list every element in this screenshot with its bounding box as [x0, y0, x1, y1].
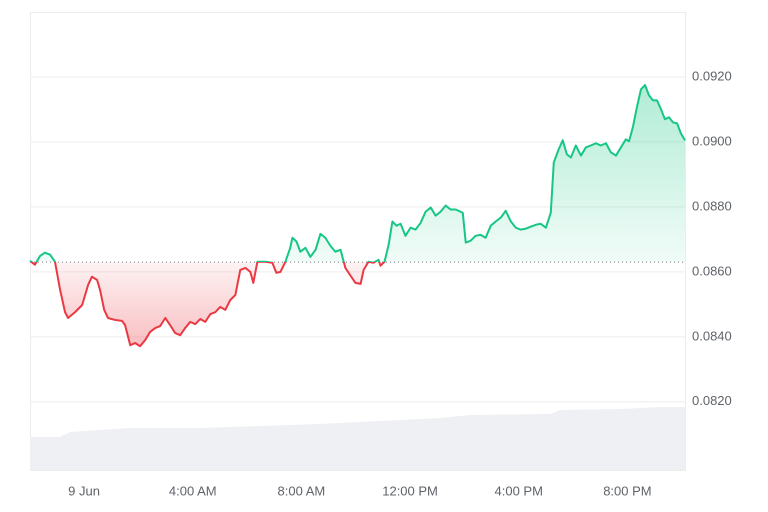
volume-area [30, 407, 685, 470]
plot-frame [30, 12, 686, 471]
x-tick-label: 4:00 PM [495, 483, 543, 498]
x-tick-label: 8:00 PM [603, 483, 651, 498]
x-tick-label: 12:00 PM [382, 483, 438, 498]
y-tick-label: 0.0900 [692, 133, 732, 148]
x-tick-label: 8:00 AM [278, 483, 326, 498]
x-tick-label: 9 Jun [68, 483, 100, 498]
y-tick-label: 0.0840 [692, 328, 732, 343]
y-tick-label: 0.0920 [692, 68, 732, 83]
price-line [29, 84, 686, 348]
y-tick-label: 0.0880 [692, 198, 732, 213]
area [30, 85, 685, 347]
x-tick-label: 4:00 AM [169, 483, 217, 498]
y-tick-label: 0.0820 [692, 393, 732, 408]
y-tick-label: 0.0860 [692, 263, 732, 278]
